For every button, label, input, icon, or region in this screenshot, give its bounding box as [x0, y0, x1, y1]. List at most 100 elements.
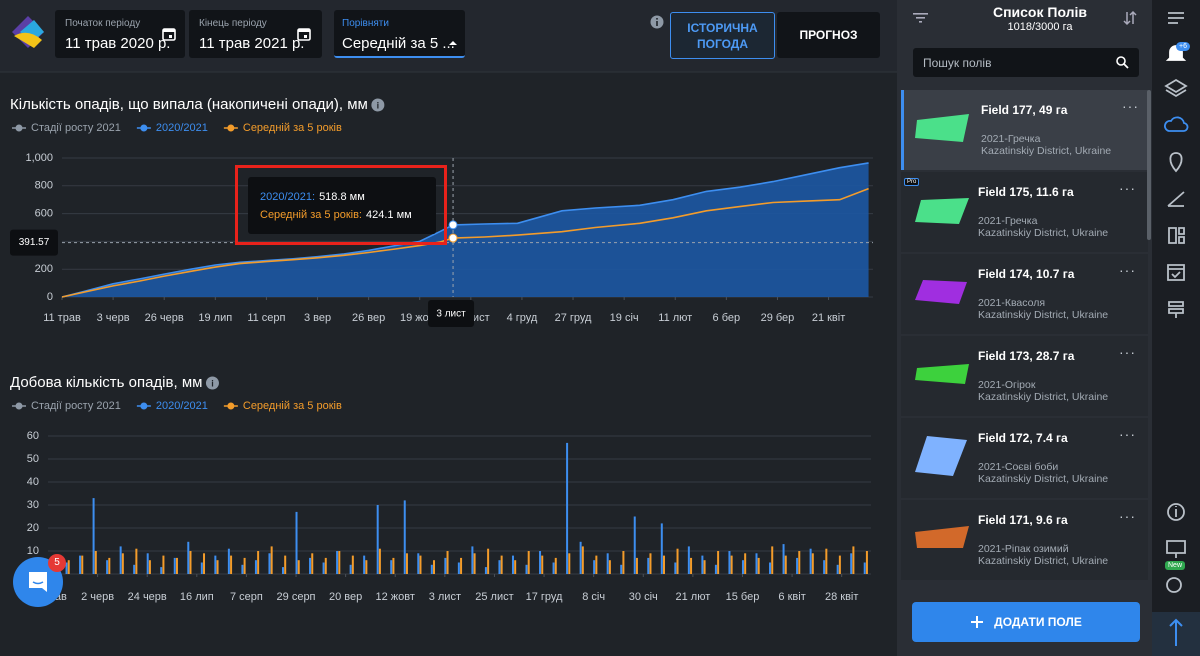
x-tick-label: 24 черв [128, 591, 167, 603]
more-menu[interactable]: ··· [1119, 508, 1136, 524]
x-tick-label: 3 вер [304, 312, 331, 324]
menu-icon[interactable] [1168, 12, 1184, 24]
bar [514, 560, 517, 574]
search-placeholder: Пошук полів [923, 56, 992, 70]
legend-label[interactable]: 2020/2021 [156, 122, 208, 134]
bar [593, 560, 596, 574]
info-icon[interactable] [371, 98, 385, 112]
help-icon[interactable] [1167, 503, 1185, 521]
bar [160, 567, 163, 574]
bar [769, 562, 772, 574]
x-tick-label: 25 лист [475, 591, 513, 603]
more-menu[interactable]: ··· [1119, 344, 1136, 360]
bar [433, 560, 436, 574]
field-item[interactable]: Field 175, 11.6 га Pro 2021-Гречка Kazatins… [901, 172, 1148, 252]
tab-history[interactable]: ІСТОРИЧНА ПОГОДА [670, 12, 775, 59]
legend-dot [227, 124, 235, 132]
bar [662, 555, 665, 574]
bar [500, 555, 503, 574]
account-icon[interactable] [1166, 577, 1182, 593]
bar [608, 560, 611, 574]
info-icon[interactable] [205, 376, 219, 390]
info-glyph: i [211, 378, 214, 388]
x-crosshair-label: 3 лист [436, 309, 466, 320]
info-icon[interactable] [650, 15, 664, 29]
bar [660, 523, 663, 574]
search-box[interactable]: Пошук полів [913, 48, 1139, 77]
compare-select[interactable]: Порівняти Середній за 5 ... [334, 10, 465, 58]
x-tick-label: 12 жовт [376, 591, 415, 603]
x-tick-label: 6 квіт [778, 591, 805, 603]
bar [378, 548, 381, 574]
field-item[interactable]: Field 173, 28.7 га 2021-Огірок Kazatinskiy… [901, 336, 1148, 416]
bar [405, 553, 408, 574]
field-item[interactable]: Field 177, 49 га 2021-Гречка Kazatinskiy D… [901, 90, 1148, 170]
bar [717, 551, 720, 574]
x-tick-label: 17 груд [526, 591, 563, 603]
legend-label[interactable]: Стадії росту 2021 [31, 122, 121, 134]
storage-icon[interactable] [1168, 301, 1184, 318]
more-menu[interactable]: ··· [1119, 426, 1136, 442]
bar [498, 560, 501, 574]
y-tick-label: 800 [35, 180, 53, 192]
sort-icon[interactable] [1123, 10, 1137, 26]
bar [392, 557, 395, 574]
bar [92, 498, 95, 574]
legend-label[interactable]: Середній за 5 років [243, 400, 342, 412]
filter-icon[interactable] [913, 12, 929, 24]
period-end[interactable]: Кінець періоду 11 трав 2021 р. [189, 10, 322, 58]
tab-forecast[interactable]: ПРОГНОЗ [777, 12, 880, 58]
chart-title: Добова кількість опадів, мм [10, 374, 202, 391]
field-crop: 2021-Ріпак озимий [978, 543, 1069, 555]
caret [449, 41, 457, 45]
field-crop: 2021-Огірок [978, 379, 1036, 391]
legend-label[interactable]: 2020/2021 [156, 400, 208, 412]
bar [622, 551, 625, 574]
bar [121, 553, 124, 574]
background [0, 0, 897, 656]
field-item[interactable]: Field 174, 10.7 га 2021-Квасоля Kazatinski… [901, 254, 1148, 334]
field-item[interactable]: Field 171, 9.6 га 2021-Ріпак озимий Kazati… [901, 500, 1148, 580]
monitor-icon[interactable] [1166, 540, 1186, 558]
bar [79, 555, 82, 574]
bar [581, 546, 584, 574]
bar [297, 560, 300, 574]
field-location: Kazatinskiy District, Ukraine [978, 473, 1109, 485]
chart-title: Кількість опадів, що випала (накопичені … [10, 96, 368, 113]
legend-label[interactable]: Стадії росту 2021 [31, 400, 121, 412]
scroll-top-icon[interactable] [1169, 618, 1183, 646]
pin-icon[interactable] [1169, 152, 1183, 173]
bar [728, 551, 731, 574]
bar [349, 564, 352, 574]
bar [703, 560, 706, 574]
bar [227, 548, 230, 574]
calendar-icon[interactable] [1167, 264, 1185, 281]
legend-dot [140, 402, 148, 410]
period-start[interactable]: Початок періоду 11 трав 2020 р. [55, 10, 185, 58]
bar [674, 562, 677, 574]
more-menu[interactable]: ··· [1119, 262, 1136, 278]
x-tick-label: 26 вер [352, 312, 385, 324]
tooltip-label: 2020/2021: [260, 191, 315, 203]
bar [419, 555, 422, 574]
add-field-button[interactable]: ДОДАТИ ПОЛЕ [912, 602, 1140, 642]
calendar-icon [162, 28, 176, 41]
x-tick-label: 15 бер [726, 591, 760, 603]
bar [338, 551, 341, 574]
weather-icon[interactable] [1164, 116, 1189, 132]
tab-label: ПРОГНОЗ [799, 28, 858, 42]
field-crop: 2021-Квасоля [978, 297, 1046, 309]
layout-icon[interactable] [1168, 227, 1185, 244]
x-tick-label: 28 квіт [825, 591, 858, 603]
field-item[interactable]: Field 172, 7.4 га 2021-Соєві боби Kazatins… [901, 418, 1148, 498]
more-menu[interactable]: ··· [1122, 98, 1139, 114]
bar [257, 551, 260, 574]
field-shape [915, 198, 969, 224]
bar [295, 511, 298, 574]
more-menu[interactable]: ··· [1119, 180, 1136, 196]
scrollbar [1147, 90, 1151, 240]
layers-icon[interactable] [1164, 78, 1188, 98]
chart-icon[interactable] [1167, 191, 1185, 207]
legend-label[interactable]: Середній за 5 років [243, 122, 342, 134]
